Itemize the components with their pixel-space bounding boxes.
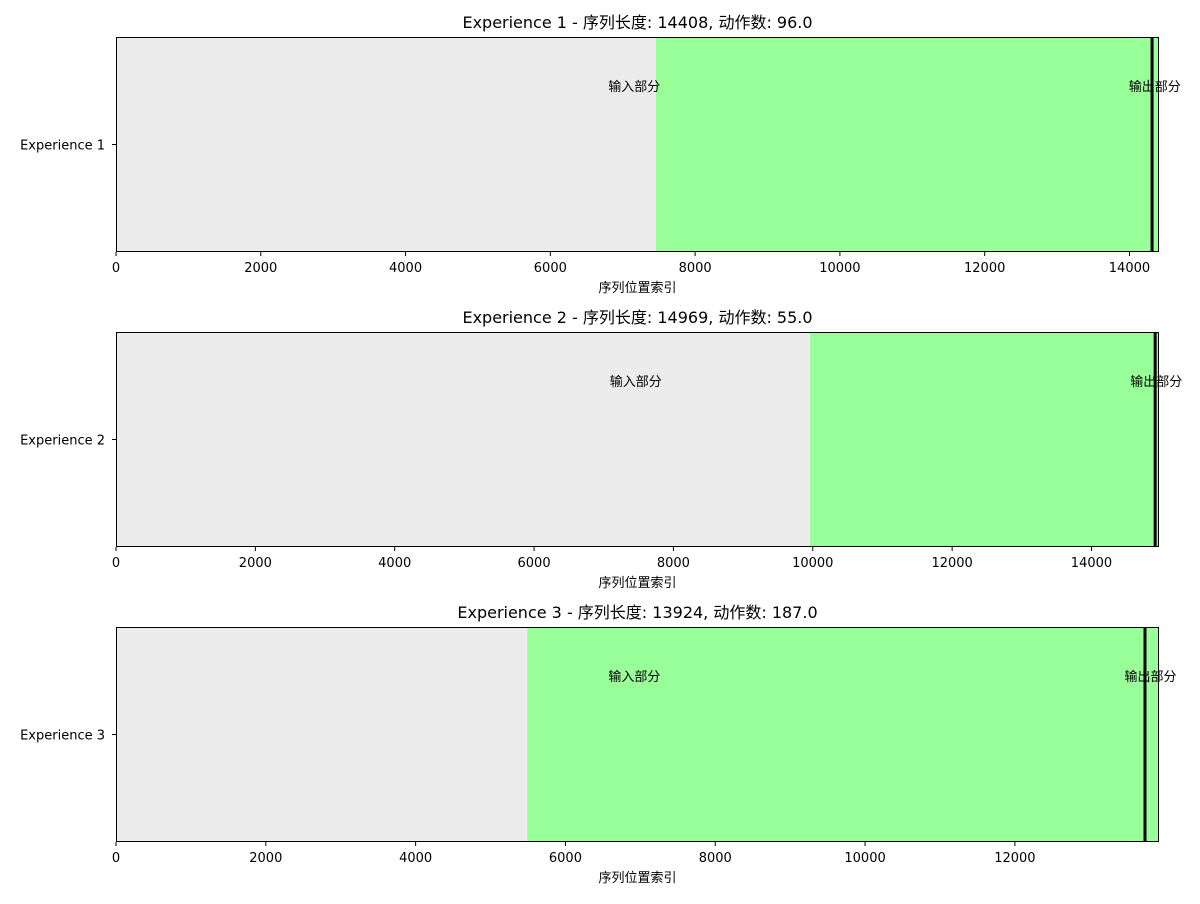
x-tick-label: 8000 [699, 851, 732, 866]
annotation-output-label: 输出部分 [1129, 79, 1181, 95]
x-tick-label: 0 [112, 851, 120, 866]
segment-input [116, 332, 810, 547]
segment-output [656, 37, 1159, 252]
annotation-output-label: 输出部分 [1124, 669, 1176, 685]
y-tick-label: Experience 3 [20, 729, 105, 744]
x-tick-label: 10000 [792, 556, 833, 571]
chart-panel-2: 输入部分 输出部分 Experience 2 - 序列长度: 14969, 动作数:… [20, 308, 1182, 591]
x-tick-label: 4000 [378, 556, 411, 571]
plot-frame [116, 37, 1159, 252]
x-tick-label: 4000 [399, 851, 432, 866]
x-tick-label: 8000 [679, 261, 712, 276]
annotation-input-label: 输入部分 [608, 79, 660, 95]
y-tick-label: Experience 2 [20, 434, 105, 449]
x-tick-label: 2000 [244, 261, 277, 276]
chart-title: Experience 2 - 序列长度: 14969, 动作数: 55.0 [462, 308, 812, 327]
x-tick-label: 12000 [994, 851, 1035, 866]
x-axis-label: 序列位置索引 [598, 576, 676, 591]
x-tick-label: 6000 [518, 556, 551, 571]
x-tick-label: 14000 [1109, 261, 1150, 276]
x-tick-label: 0 [112, 556, 120, 571]
x-tick-label: 12000 [931, 556, 972, 571]
segment-input [116, 627, 528, 842]
x-axis-label: 序列位置索引 [598, 871, 676, 886]
plot-frame [116, 332, 1159, 547]
x-tick-label: 14000 [1071, 556, 1112, 571]
x-axis-label: 序列位置索引 [598, 281, 676, 296]
x-tick-label: 2000 [239, 556, 272, 571]
x-tick-label: 6000 [534, 261, 567, 276]
segment-output [527, 627, 1159, 842]
annotation-output-label: 输出部分 [1130, 374, 1182, 390]
x-tick-label: 8000 [657, 556, 690, 571]
annotation-input-label: 输入部分 [610, 374, 662, 390]
x-tick-label: 0 [112, 261, 120, 276]
segment-input [116, 37, 657, 252]
chart-title: Experience 1 - 序列长度: 14408, 动作数: 96.0 [462, 13, 812, 32]
y-tick-label: Experience 1 [20, 139, 105, 154]
x-tick-label: 10000 [819, 261, 860, 276]
chart-panel-3: 输入部分 输出部分 Experience 3 - 序列长度: 13924, 动作数:… [20, 603, 1176, 886]
x-tick-label: 10000 [844, 851, 885, 866]
chart-title: Experience 3 - 序列长度: 13924, 动作数: 187.0 [457, 603, 817, 622]
x-tick-label: 6000 [549, 851, 582, 866]
x-tick-label: 2000 [249, 851, 282, 866]
chart-panel-1: 输入部分 输出部分 Experience 1 - 序列长度: 14408, 动作数:… [20, 13, 1181, 296]
plot-frame [116, 627, 1159, 842]
segment-output [809, 332, 1159, 547]
annotation-input-label: 输入部分 [608, 669, 660, 685]
x-tick-label: 4000 [389, 261, 422, 276]
x-tick-label: 12000 [964, 261, 1005, 276]
